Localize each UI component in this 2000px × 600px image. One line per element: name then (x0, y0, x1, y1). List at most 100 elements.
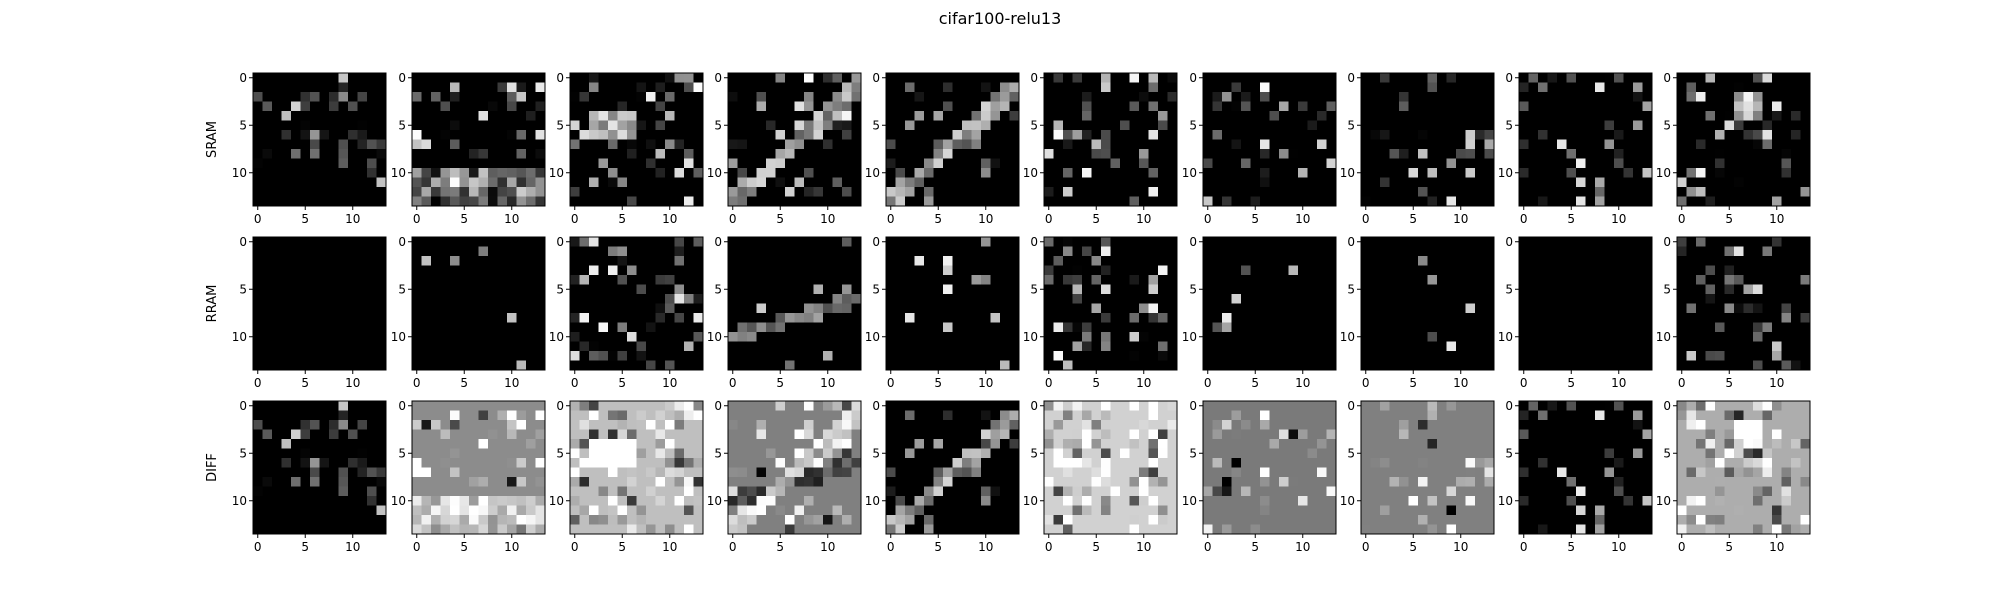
heatmap-cell (728, 496, 738, 506)
heatmap-cell (832, 187, 843, 197)
heatmap-cell (785, 351, 795, 361)
heatmap-cell (684, 73, 694, 83)
heatmap-cell (1604, 313, 1615, 323)
heatmap-cell (655, 341, 666, 352)
heatmap-cell (766, 275, 776, 285)
heatmap-cell (1361, 111, 1371, 121)
heatmap-cell (1566, 92, 1577, 102)
heatmap-cell (1120, 351, 1130, 361)
heatmap-cell (1129, 82, 1140, 93)
heatmap-cell (1380, 351, 1390, 361)
heatmap-cell (1317, 168, 1327, 178)
heatmap-cell (1519, 130, 1529, 140)
heatmap-cell (684, 524, 694, 535)
heatmap-cell (1519, 139, 1529, 150)
heatmap-cell (488, 524, 498, 535)
heatmap-cell (412, 505, 422, 516)
heatmap-cell (459, 458, 470, 468)
heatmap-cell (1139, 92, 1149, 102)
heatmap-cell (1167, 303, 1178, 314)
heatmap-cell (376, 168, 387, 178)
heatmap-cell (1326, 256, 1337, 266)
heatmap-cell (1484, 322, 1495, 333)
heatmap-cell (535, 168, 546, 178)
heatmap-cell (1614, 284, 1624, 295)
heatmap-cell (1677, 111, 1687, 121)
heatmap-cell (962, 139, 972, 150)
heatmap-cell (1734, 351, 1744, 361)
heatmap-cell (526, 496, 536, 506)
heatmap-cell (1000, 149, 1010, 159)
heatmap-cell (728, 458, 738, 468)
heatmap-cell (608, 120, 618, 131)
heatmap-cell (310, 486, 320, 497)
heatmap-cell (636, 467, 647, 478)
heatmap-cell (281, 73, 292, 83)
heatmap-cell (329, 313, 339, 323)
heatmap-cell (1063, 130, 1073, 140)
heatmap-cell (728, 149, 738, 159)
heatmap-cell (478, 429, 489, 440)
heatmap-cell (1307, 82, 1318, 93)
heatmap-cell (1762, 120, 1773, 131)
heatmap-cell (319, 120, 330, 131)
heatmap-cell (1734, 265, 1744, 276)
heatmap-cell (693, 284, 704, 295)
heatmap-cell (1686, 158, 1697, 169)
heatmap-cell (851, 187, 862, 197)
heatmap-cell (747, 303, 757, 314)
heatmap-cell (747, 505, 757, 516)
heatmap-cell (775, 332, 786, 342)
heatmap-cell (693, 275, 704, 285)
heatmap-cell (1475, 196, 1485, 207)
heatmap-cell (1547, 120, 1558, 131)
heatmap-cell (1538, 275, 1548, 285)
heatmap-cell (1389, 120, 1400, 131)
heatmap-cell (1072, 341, 1083, 352)
heatmap-cell (1715, 111, 1725, 121)
heatmap-cell (1528, 111, 1539, 121)
heatmap-cell (905, 256, 915, 266)
heatmap-cell (608, 168, 618, 178)
heatmap-cell (1370, 73, 1381, 83)
heatmap-cell (300, 332, 311, 342)
heatmap-cell (627, 351, 637, 361)
y-tick-label: 5 (239, 282, 247, 296)
heatmap-cell (469, 73, 479, 83)
heatmap-cell (933, 101, 944, 112)
heatmap-cell (655, 313, 666, 323)
heatmap-cell (766, 439, 776, 449)
heatmap-cell (832, 139, 843, 150)
heatmap-cell (507, 341, 517, 352)
heatmap-cell (823, 341, 833, 352)
heatmap-cell (842, 477, 852, 487)
heatmap-cell (272, 496, 282, 506)
heatmap-cell (813, 303, 824, 314)
heatmap-cell (421, 168, 432, 178)
heatmap-cell (1705, 265, 1716, 276)
heatmap-cell (1408, 332, 1419, 342)
heatmap-cell (1260, 101, 1270, 112)
heatmap-cell (488, 477, 498, 487)
heatmap-cell (262, 92, 273, 102)
heatmap-cell (1538, 256, 1548, 266)
heatmap-cell (497, 82, 508, 93)
heatmap-cell (440, 92, 451, 102)
heatmap-cell (693, 130, 704, 140)
heatmap-cell (914, 158, 925, 169)
heatmap-cell (684, 187, 694, 197)
heatmap-cell (376, 448, 387, 459)
heatmap-cell (775, 158, 786, 169)
heatmap-cell (1642, 111, 1653, 121)
x-tick-label: 10 (978, 212, 993, 226)
heatmap-cell (1715, 313, 1725, 323)
heatmap-cell (943, 246, 953, 257)
heatmap-cell (693, 332, 704, 342)
heatmap-cell (535, 448, 546, 459)
heatmap-cell (1705, 246, 1716, 257)
heatmap-cell (535, 467, 546, 478)
heatmap-cell (617, 467, 628, 478)
heatmap-cell (1528, 82, 1539, 93)
heatmap-cell (971, 158, 982, 169)
heatmap-cell (1437, 341, 1447, 352)
